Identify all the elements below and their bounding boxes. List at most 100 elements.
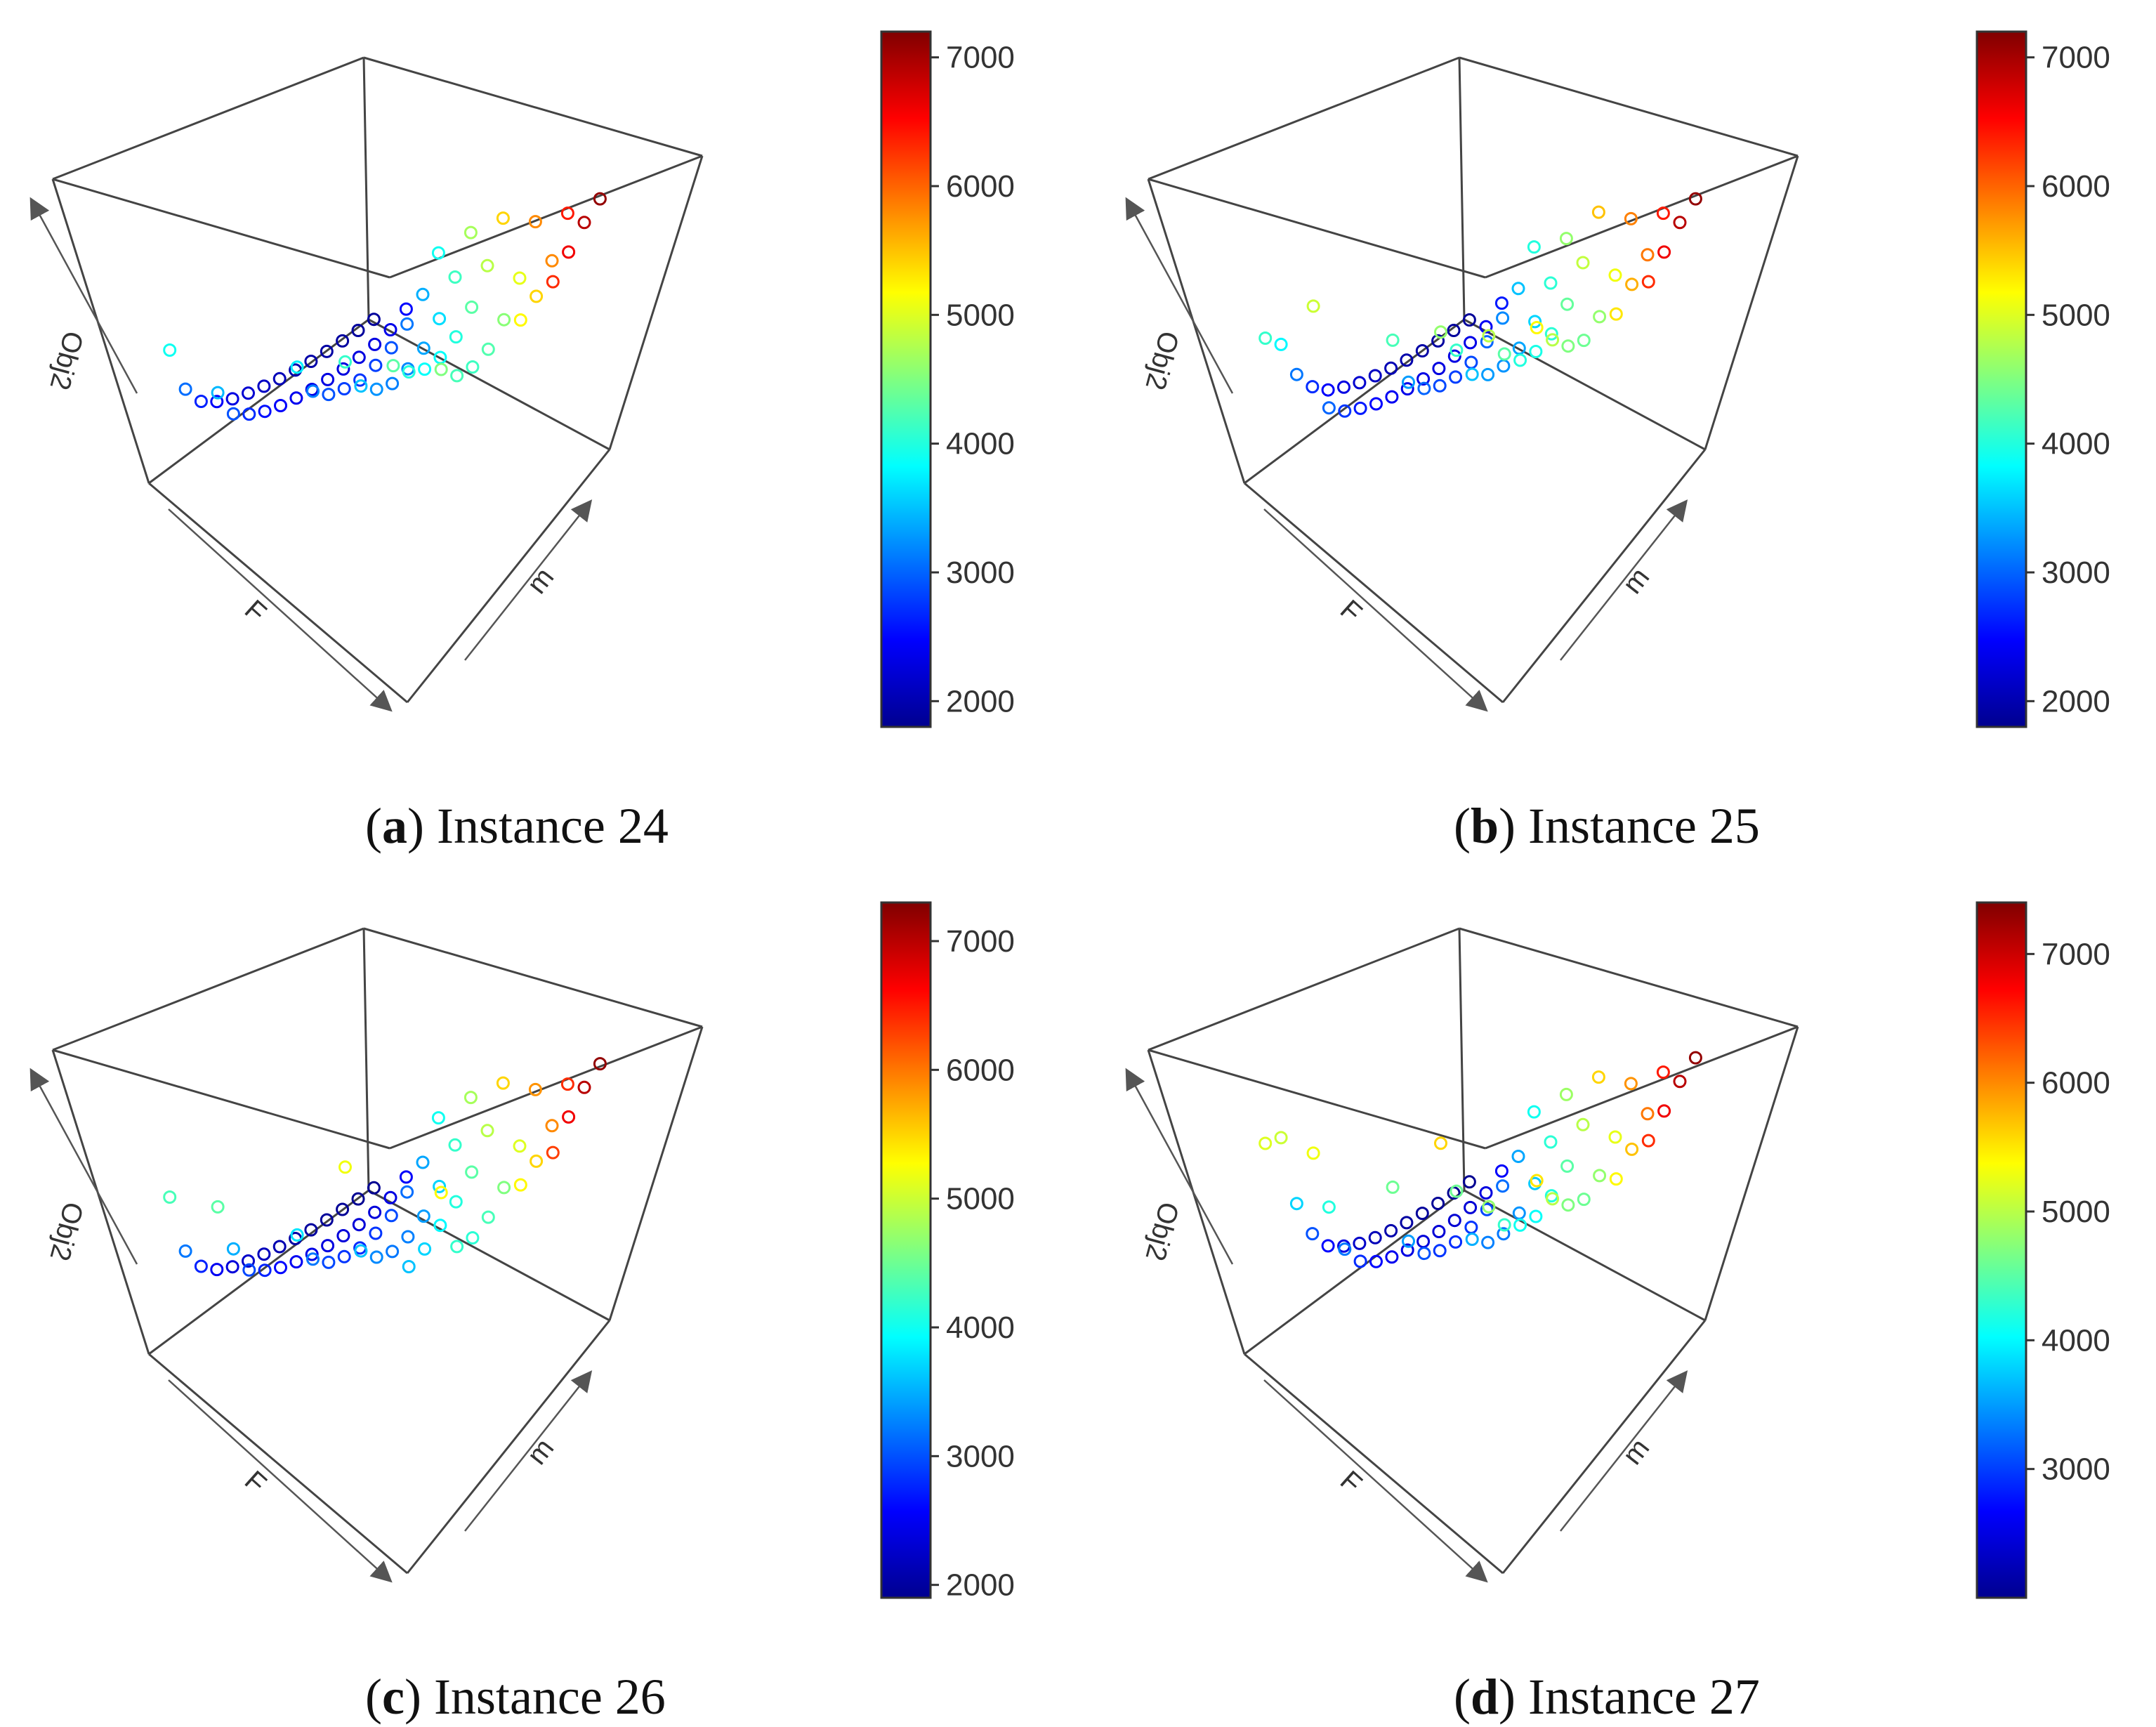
data-point bbox=[481, 1210, 495, 1224]
data-point bbox=[320, 1213, 334, 1227]
data-point bbox=[433, 1219, 447, 1233]
data-point bbox=[1657, 245, 1671, 259]
data-point bbox=[513, 1139, 527, 1153]
colorbar-tick-label: 7000 bbox=[2042, 41, 2110, 75]
data-point bbox=[242, 386, 255, 400]
data-point bbox=[1464, 336, 1478, 350]
z-axis-label: Obj2 bbox=[44, 328, 88, 393]
z-axis-arrow bbox=[1125, 197, 1234, 394]
box-edge bbox=[406, 1320, 611, 1574]
box-edge bbox=[52, 927, 364, 1051]
data-point bbox=[226, 1242, 240, 1256]
data-point bbox=[272, 372, 287, 386]
data-point bbox=[449, 330, 463, 344]
y-axis-label: m bbox=[1617, 562, 1655, 599]
box-edge bbox=[1485, 1025, 1799, 1150]
data-point bbox=[1559, 1087, 1573, 1101]
data-point bbox=[546, 1145, 560, 1160]
data-point bbox=[290, 360, 304, 374]
data-point bbox=[369, 382, 383, 396]
data-point bbox=[352, 350, 366, 365]
data-point bbox=[1641, 1134, 1655, 1148]
data-point bbox=[431, 246, 445, 260]
data-point bbox=[1591, 1070, 1605, 1084]
data-point bbox=[351, 1192, 365, 1206]
data-point bbox=[306, 384, 320, 398]
data-point bbox=[1625, 277, 1639, 291]
data-point bbox=[1496, 1179, 1510, 1193]
colorbar-tick-label: 6000 bbox=[2042, 169, 2110, 204]
data-point bbox=[1688, 192, 1702, 206]
data-point bbox=[1386, 333, 1400, 347]
data-point bbox=[528, 215, 542, 229]
box-edge bbox=[1459, 927, 1799, 1028]
data-point bbox=[1464, 355, 1478, 369]
colorbar-tick-label: 3000 bbox=[946, 1439, 1015, 1473]
box-edge bbox=[1148, 927, 1460, 1051]
x-axis-arrow bbox=[1263, 508, 1488, 712]
data-point bbox=[465, 300, 479, 314]
colorbar: 3000 4000 5000 6000 7000 bbox=[1976, 901, 2110, 1599]
data-point bbox=[434, 362, 448, 376]
colorbar-tick-label: 2000 bbox=[946, 684, 1015, 718]
data-point bbox=[464, 225, 478, 239]
data-point bbox=[242, 1263, 256, 1277]
data-point bbox=[225, 1260, 239, 1274]
data-point bbox=[352, 1218, 366, 1232]
box-edge bbox=[608, 1026, 704, 1321]
data-point bbox=[211, 386, 225, 400]
z-axis-arrow bbox=[29, 1068, 138, 1265]
data-point bbox=[1673, 1075, 1687, 1089]
data-point bbox=[1593, 1169, 1607, 1183]
data-point bbox=[449, 1195, 463, 1209]
data-point bbox=[1432, 1225, 1446, 1238]
data-point bbox=[386, 376, 400, 390]
data-point bbox=[433, 1179, 447, 1193]
data-point bbox=[431, 1111, 445, 1125]
data-point bbox=[1530, 321, 1544, 334]
data-point bbox=[1462, 1175, 1476, 1189]
data-point bbox=[1384, 1223, 1398, 1237]
data-point bbox=[562, 1110, 576, 1124]
data-point bbox=[1258, 331, 1273, 345]
box-edge bbox=[1704, 1026, 1799, 1321]
colorbar-tick-label: 7000 bbox=[946, 924, 1015, 959]
data-point bbox=[1479, 320, 1493, 334]
y-axis-label: m bbox=[1617, 1433, 1655, 1470]
data-point bbox=[337, 382, 351, 395]
box-edge bbox=[608, 155, 704, 450]
data-point bbox=[416, 287, 430, 301]
data-point bbox=[336, 362, 350, 376]
data-point bbox=[369, 1250, 383, 1264]
data-point bbox=[433, 312, 447, 326]
data-point bbox=[1560, 1159, 1575, 1173]
box-edge bbox=[1501, 449, 1707, 703]
data-point bbox=[1608, 1130, 1622, 1144]
colorbar-gradient bbox=[1976, 30, 2027, 728]
data-point bbox=[513, 1178, 527, 1192]
data-point bbox=[258, 405, 272, 419]
data-point bbox=[1258, 1136, 1273, 1150]
data-point bbox=[194, 395, 208, 408]
data-point bbox=[274, 399, 287, 412]
box-edge bbox=[51, 178, 150, 484]
colorbar-tick-label: 6000 bbox=[946, 1053, 1015, 1087]
box-edge bbox=[1485, 155, 1799, 279]
box-edge bbox=[148, 482, 408, 704]
data-point bbox=[1496, 311, 1510, 325]
box-edge bbox=[363, 927, 703, 1028]
data-point bbox=[1385, 390, 1399, 404]
data-point bbox=[1416, 1235, 1431, 1249]
data-point bbox=[1625, 1142, 1639, 1156]
data-point bbox=[1306, 1227, 1320, 1241]
colorbar-tick-label: 2000 bbox=[946, 1568, 1015, 1603]
data-point bbox=[336, 1229, 350, 1242]
data-point bbox=[178, 382, 192, 396]
colorbar-tick-label: 5000 bbox=[2042, 298, 2110, 332]
data-point bbox=[1322, 401, 1336, 415]
data-point bbox=[402, 365, 416, 379]
data-point bbox=[1415, 1207, 1429, 1221]
data-point bbox=[1306, 299, 1320, 313]
